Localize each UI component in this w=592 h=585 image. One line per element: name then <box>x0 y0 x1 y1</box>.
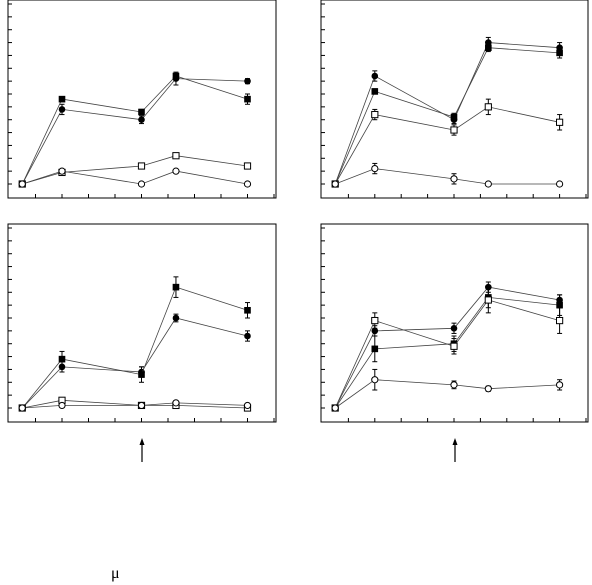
data-point-open-circle <box>243 401 252 410</box>
data-point-filled-circle <box>371 327 379 335</box>
data-point-open-square <box>243 162 252 170</box>
series-line <box>334 42 560 185</box>
data-point-open-square <box>371 110 379 119</box>
series-filled-circle <box>18 313 251 412</box>
data-point-open-circle <box>172 167 180 175</box>
series-filled-circle <box>18 71 251 188</box>
data-point-filled-circle <box>244 332 251 340</box>
data-point-open-circle <box>243 180 252 188</box>
data-point-open-circle <box>172 399 180 407</box>
data-point-open-circle <box>137 401 146 410</box>
data-point-filled-square <box>556 301 563 309</box>
data-point-open-circle <box>450 175 458 183</box>
series-filled-square <box>18 276 251 412</box>
series-filled-square <box>18 72 251 188</box>
data-point-open-square <box>484 296 492 304</box>
series-line <box>22 155 248 185</box>
series-line <box>22 402 248 409</box>
data-point-filled-square <box>450 113 458 121</box>
data-point-open-circle <box>484 180 492 188</box>
data-point-filled-square <box>138 371 145 378</box>
data-point-open-square <box>556 118 564 126</box>
data-point-filled-circle <box>371 72 379 80</box>
series-open-square <box>18 152 252 188</box>
data-point-filled-square <box>172 283 180 291</box>
data-point-filled-circle <box>138 116 145 124</box>
plot-frame <box>7 223 277 423</box>
data-point-open-square <box>371 316 379 325</box>
series-line <box>335 168 560 185</box>
series-line <box>334 106 560 185</box>
chart-panel-bottom-right <box>320 223 589 462</box>
data-point-filled-circle <box>450 324 458 332</box>
arrow-head <box>139 438 145 445</box>
series-open-square <box>331 286 564 412</box>
data-point-open-circle <box>331 404 339 412</box>
data-point-open-square <box>556 316 564 325</box>
chart-panel-top-right <box>320 0 589 199</box>
data-point-filled-square <box>485 44 492 52</box>
series-line <box>22 317 248 409</box>
series-line <box>334 296 560 409</box>
data-point-filled-square <box>58 95 66 103</box>
data-point-filled-square <box>138 108 145 116</box>
series-line <box>334 379 560 409</box>
data-point-filled-circle <box>58 106 66 113</box>
data-point-open-square <box>137 162 146 170</box>
series-line <box>21 78 248 185</box>
series-open-circle <box>18 167 252 188</box>
data-point-open-circle <box>137 180 146 188</box>
data-point-open-circle <box>371 376 379 384</box>
data-point-open-circle <box>18 180 26 188</box>
series-open-square <box>331 98 564 188</box>
data-point-open-circle <box>58 401 66 410</box>
data-point-open-circle <box>58 167 66 175</box>
data-point-filled-square <box>371 88 379 95</box>
series-line <box>334 299 560 409</box>
chart-panel-bottom-left <box>7 223 277 462</box>
data-point-open-circle <box>331 180 339 188</box>
series-filled-square <box>331 286 563 412</box>
data-point-open-square <box>484 103 492 111</box>
data-point-open-square <box>172 152 180 160</box>
series-open-circle <box>331 368 564 412</box>
plot-frame <box>320 0 589 199</box>
chart-panel-top-left <box>7 0 277 199</box>
series-open-circle <box>331 162 564 188</box>
data-point-open-square <box>450 342 458 350</box>
series-filled-circle <box>331 36 563 188</box>
data-point-open-circle <box>556 381 564 389</box>
data-point-filled-circle <box>172 314 180 322</box>
data-point-filled-square <box>556 49 563 57</box>
data-point-open-circle <box>450 381 458 389</box>
series-line <box>21 286 248 409</box>
series-open-circle <box>18 399 252 412</box>
data-point-open-circle <box>484 385 492 393</box>
data-point-filled-square <box>172 72 180 80</box>
arrow-head <box>452 438 458 445</box>
data-point-open-circle <box>371 164 379 173</box>
series-line <box>22 170 248 185</box>
data-point-open-circle <box>556 180 564 188</box>
data-point-filled-square <box>58 355 66 363</box>
data-point-open-square <box>450 126 458 134</box>
data-point-filled-circle <box>244 77 251 85</box>
data-point-filled-square <box>244 306 251 314</box>
footer-text: μ <box>111 565 120 582</box>
data-point-filled-square <box>244 95 251 103</box>
data-point-filled-square <box>371 345 379 353</box>
series-line <box>21 75 248 185</box>
data-point-open-circle <box>18 404 26 412</box>
series-line <box>334 286 560 409</box>
